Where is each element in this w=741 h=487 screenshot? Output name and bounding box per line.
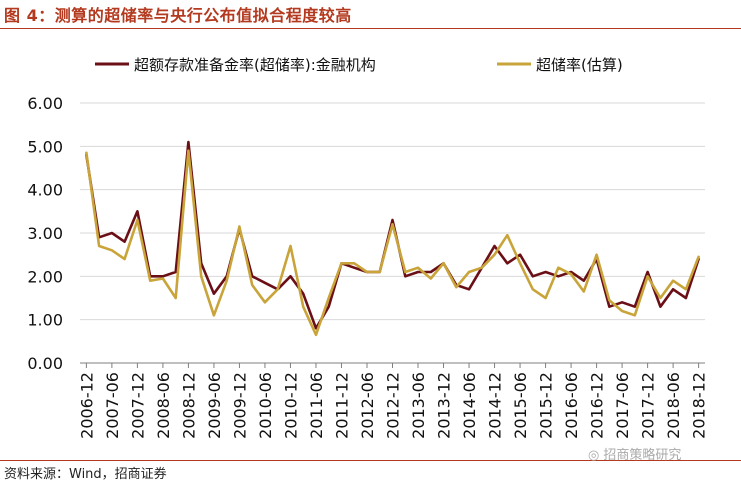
x-tick-label: 2009-12 xyxy=(230,372,249,439)
source-rule xyxy=(0,460,741,461)
x-axis: 2006-12 2007-06 2007-12 2008-06 2008-12 2009-… xyxy=(77,362,709,439)
x-tick-label: 2008-12 xyxy=(179,372,198,439)
y-tick-label: 1.00 xyxy=(27,311,63,330)
x-tick-label: 2018-12 xyxy=(690,372,709,439)
source-note: 资料来源：Wind，招商证券 xyxy=(4,467,167,482)
y-tick-label: 0.00 xyxy=(27,354,63,373)
wechat-icon: ◎ xyxy=(588,448,600,463)
legend-label: 超储率(估算) xyxy=(536,56,623,74)
x-tick-label: 2011-06 xyxy=(307,372,326,439)
x-tick-label: 2010-06 xyxy=(256,372,275,439)
line-chart: 0.00 1.00 2.00 3.00 4.00 5.00 6.00 2006-12 2007… xyxy=(27,56,709,439)
x-tick-label: 2017-06 xyxy=(613,372,632,439)
x-tick-label: 2007-06 xyxy=(103,372,122,439)
y-tick-label: 4.00 xyxy=(27,181,63,200)
x-tick-label: 2006-12 xyxy=(77,372,96,439)
y-tick-label: 5.00 xyxy=(27,137,63,156)
x-tick-label: 2015-06 xyxy=(511,372,530,439)
y-tick-label: 6.00 xyxy=(27,94,63,113)
legend-label: 超额存款准备金率(超储率):金融机构 xyxy=(134,56,376,74)
series-line-official xyxy=(85,140,700,330)
x-tick-label: 2016-06 xyxy=(562,372,581,439)
series-lines xyxy=(85,140,700,337)
gridlines xyxy=(80,102,705,321)
x-tick-label: 2013-06 xyxy=(409,372,428,439)
x-tick-label: 2012-12 xyxy=(384,372,403,439)
legend: 超额存款准备金率(超储率):金融机构 超储率(估算) xyxy=(95,56,623,74)
x-tick-label: 2009-06 xyxy=(205,372,224,439)
y-axis: 0.00 1.00 2.00 3.00 4.00 5.00 6.00 xyxy=(27,94,63,373)
y-tick-label: 2.00 xyxy=(27,267,63,286)
x-tick-label: 2018-06 xyxy=(664,372,683,439)
x-tick-label: 2007-12 xyxy=(128,372,147,439)
series-line-estimated xyxy=(85,149,700,337)
x-tick-label: 2008-06 xyxy=(154,372,173,439)
watermark: ◎ 招商策略研究 xyxy=(588,444,681,463)
watermark-text: 招商策略研究 xyxy=(603,448,682,463)
x-tick-label: 2014-12 xyxy=(486,372,505,439)
x-tick-label: 2011-12 xyxy=(332,372,351,439)
x-tick-label: 2012-06 xyxy=(358,372,377,439)
y-tick-label: 3.00 xyxy=(27,224,63,243)
x-tick-label: 2010-12 xyxy=(281,372,300,439)
x-tick-label: 2015-12 xyxy=(537,372,556,439)
x-tick-label: 2017-12 xyxy=(639,372,658,439)
x-tick-label: 2013-12 xyxy=(435,372,454,439)
figure-title: 图 4：测算的超储率与央行公布值拟合程度较高 xyxy=(4,6,352,25)
title-rule xyxy=(0,28,741,29)
x-tick-label: 2016-12 xyxy=(588,372,607,439)
x-tick-label: 2014-06 xyxy=(460,372,479,439)
